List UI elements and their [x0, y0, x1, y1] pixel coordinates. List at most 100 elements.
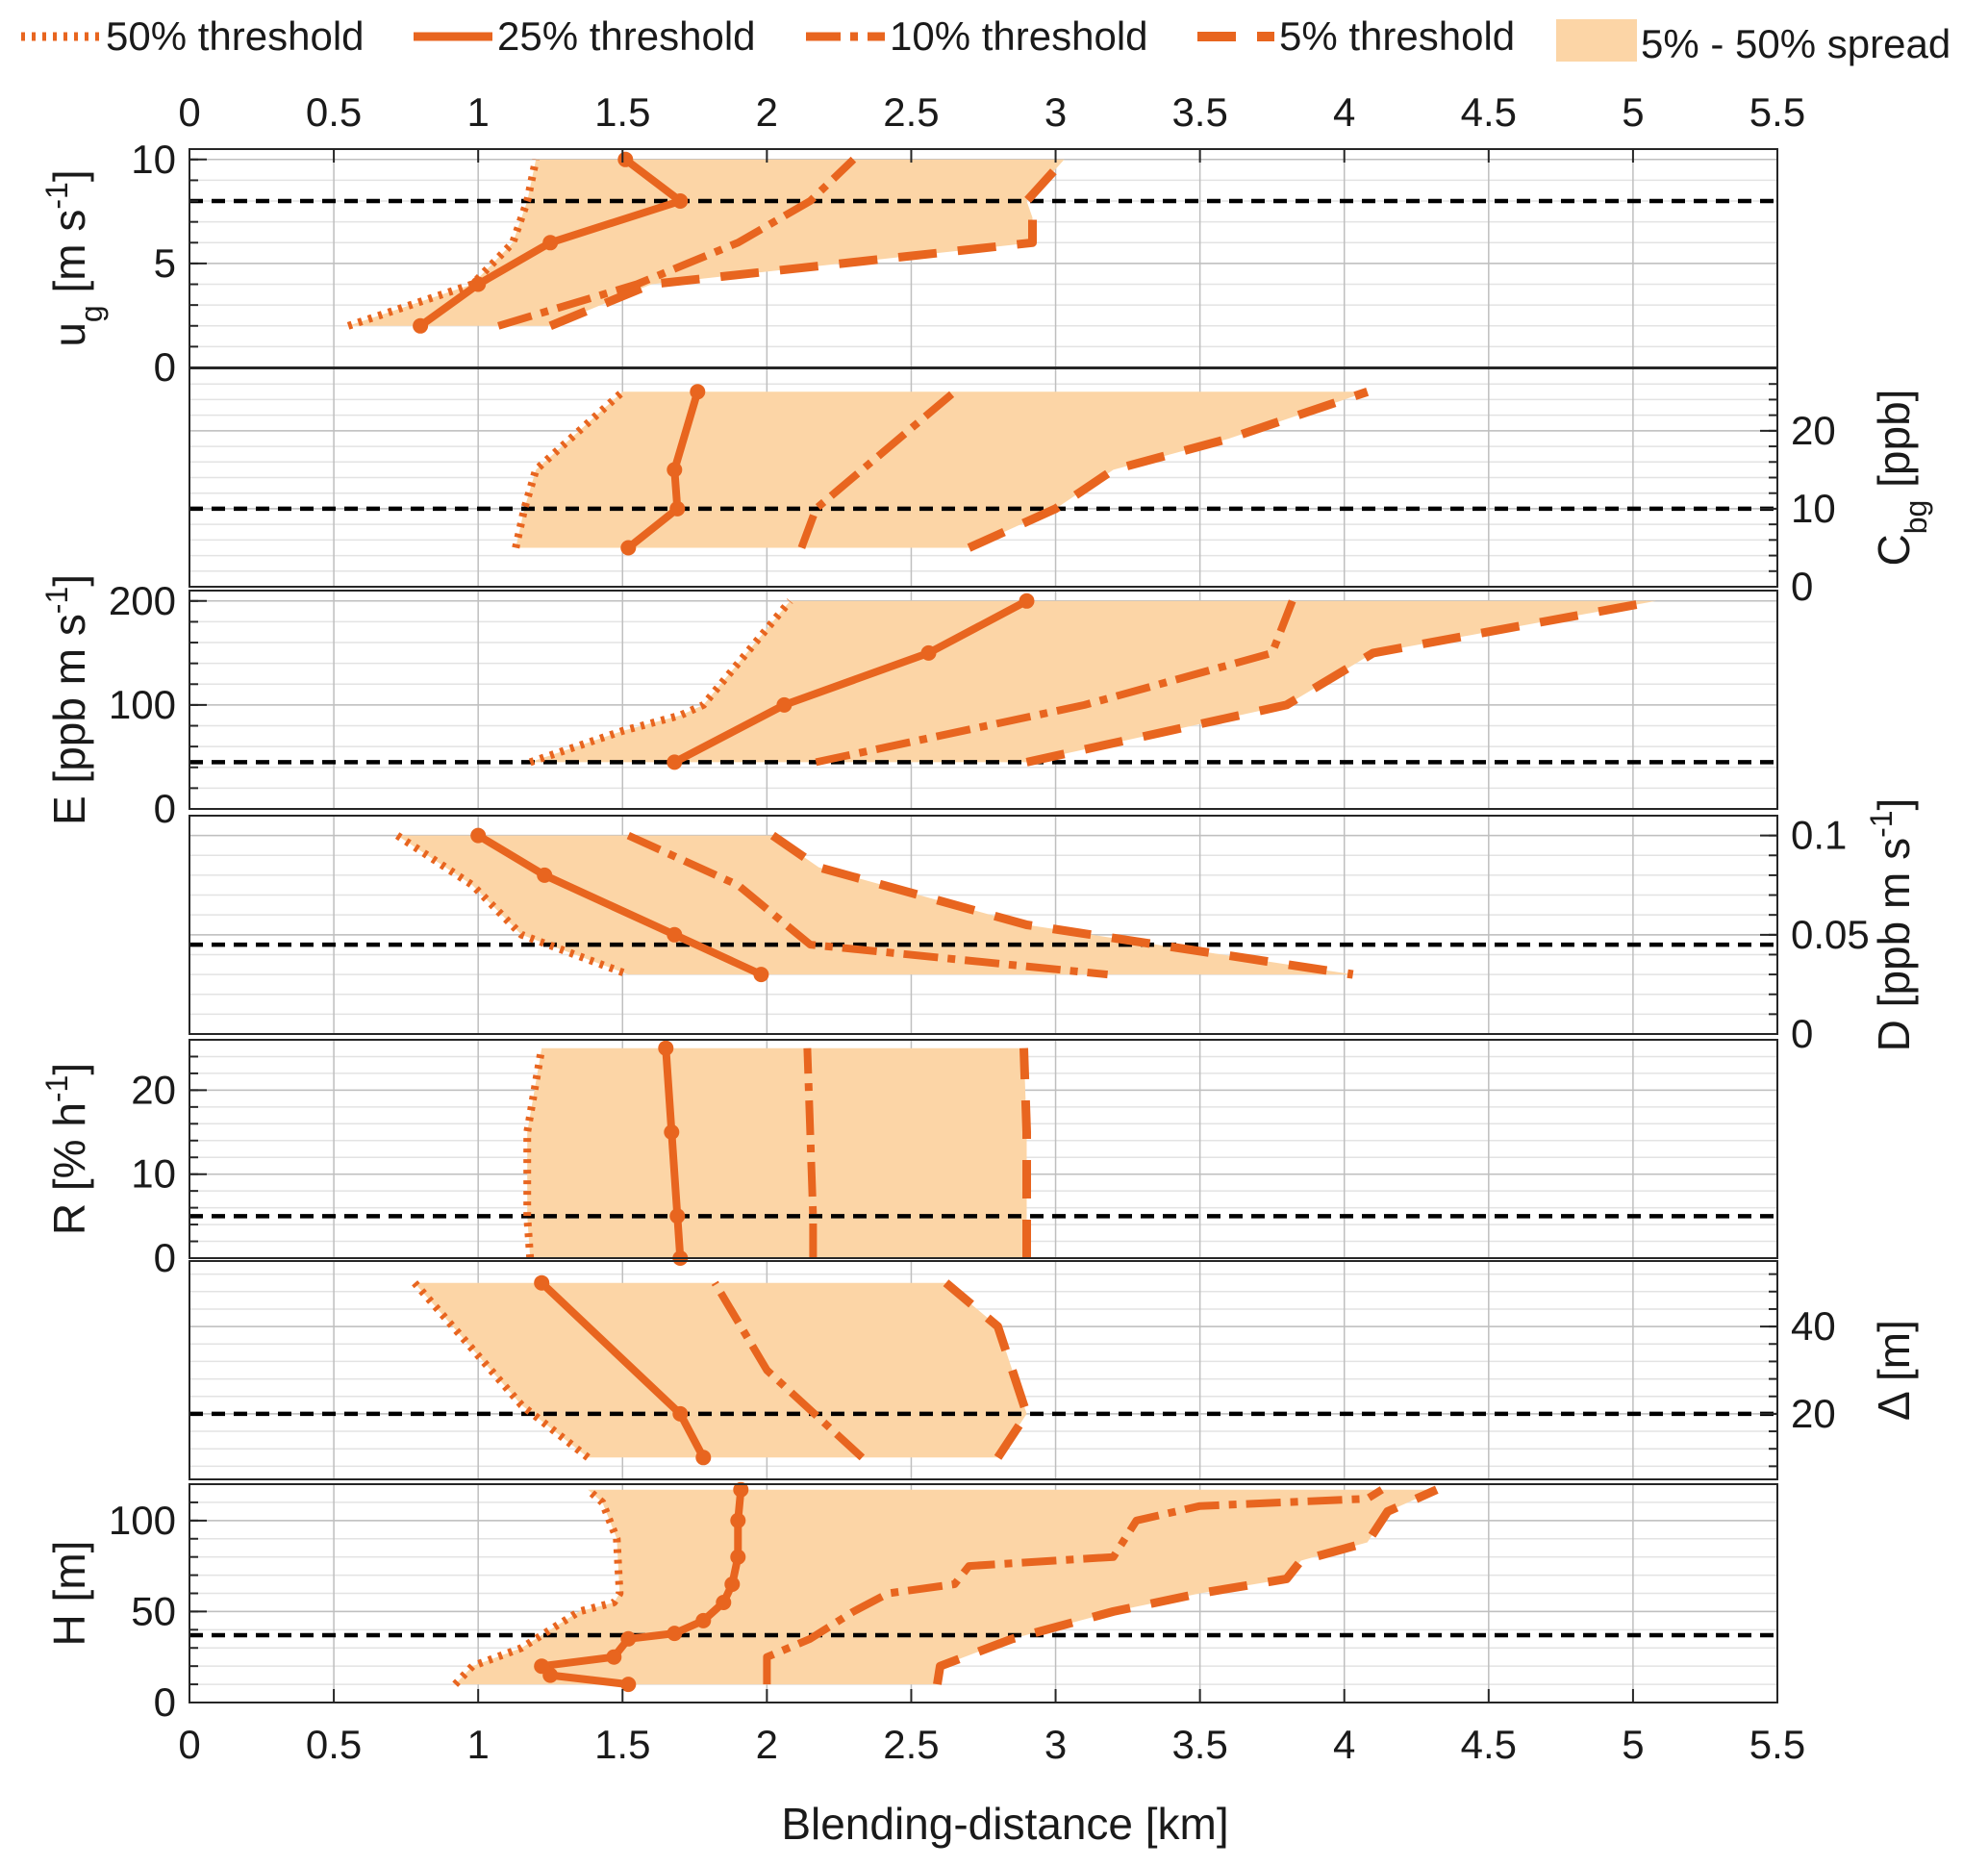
panel-frame [189, 1039, 1778, 1259]
panel-delta: 20 40 Δ [m] [189, 1260, 1919, 1480]
spread-area-e [530, 600, 1656, 763]
point-25pct-h [534, 1658, 550, 1675]
panel-e: 0 100 200 E [ppb m s-1] [39, 574, 1778, 831]
y-axis-label-cbg: Cbg [ppb] [1869, 390, 1933, 567]
point-25pct-ug [617, 151, 634, 167]
y-tick-label: 0 [154, 344, 176, 390]
panel-r: 0 10 20 R [% h-1] [39, 1039, 1778, 1280]
series-10pct-delta [711, 1280, 866, 1461]
series-5pct-cbg [967, 388, 1370, 552]
x-tick-label: 4.5 [1461, 89, 1517, 135]
point-25pct-ug [413, 317, 429, 334]
x-tick-label: 3 [1044, 89, 1067, 135]
y-tick-label: 0 [1791, 564, 1813, 609]
point-25pct-d [470, 827, 487, 844]
y-axis-label-h: H [m] [44, 1541, 94, 1647]
series-50pct-delta [412, 1280, 591, 1461]
x-tick-label: 0 [178, 89, 200, 135]
legend-label: 25% threshold [497, 13, 756, 59]
y-tick-label: 10 [131, 137, 176, 182]
point-25pct-h [606, 1649, 622, 1665]
y-axis-label-e: E [ppb m s-1] [39, 574, 94, 825]
y-axis-label-d: D [ppb m s-1] [1864, 798, 1919, 1052]
y-tick-label: 200 [109, 578, 176, 623]
point-25pct-r [669, 1208, 686, 1224]
point-25pct-h [730, 1549, 746, 1565]
x-tick-label: 4 [1333, 89, 1355, 135]
point-25pct-h [730, 1512, 746, 1528]
point-25pct-cbg [690, 384, 706, 400]
point-25pct-h [716, 1595, 732, 1610]
series-10pct-ug [497, 156, 857, 330]
x-tick-label: 1.5 [594, 1722, 650, 1767]
x-tick-label: 5 [1622, 89, 1644, 135]
point-25pct-e [667, 754, 683, 770]
y-tick-label: 20 [131, 1067, 176, 1112]
series-10pct-e [815, 599, 1296, 767]
y-tick-label: 0.1 [1791, 813, 1847, 858]
x-tick-label: 4 [1333, 1722, 1355, 1767]
bottom-x-axis: 0 0.5 1 1.5 2 2.5 3 3.5 4 4.5 5 5.5 [178, 1689, 1805, 1767]
x-tick-label: 4.5 [1461, 1722, 1517, 1767]
series-50pct-ug [346, 158, 541, 330]
y-tick-label: 0 [154, 1679, 176, 1725]
top-x-axis: 0 0.5 1 1.5 2 2.5 3 3.5 4 4.5 5 5.5 [178, 89, 1805, 163]
y-axis-label-delta: Δ [m] [1869, 1320, 1919, 1421]
series-10pct-r [803, 1047, 818, 1258]
y-tick-label: 100 [109, 682, 176, 727]
series-10pct-h [763, 1486, 1384, 1685]
series-25pct-d [476, 832, 764, 978]
x-tick-label: 1 [467, 1722, 490, 1767]
x-tick-label: 1 [467, 89, 490, 135]
series-50pct-e [528, 598, 793, 767]
x-tick-label: 2 [756, 89, 778, 135]
point-25pct-h [620, 1630, 637, 1647]
series-5pct-ug [548, 156, 1068, 330]
series-25pct-cbg [625, 391, 702, 551]
panel-cbg: 0 10 20 Cbg [ppb] [189, 367, 1933, 609]
point-25pct-h [667, 1626, 683, 1642]
y-tick-label: 100 [109, 1498, 176, 1543]
y-tick-label: 0 [154, 786, 176, 831]
point-25pct-d [667, 926, 683, 943]
series-50pct-cbg [512, 389, 625, 549]
y-tick-label: 50 [131, 1588, 176, 1633]
y-tick-label: 10 [1791, 486, 1836, 531]
y-tick-label: 0 [1791, 1011, 1813, 1056]
panel-frame [189, 1260, 1778, 1480]
y-axis-label-ug: ug [m s-1] [39, 169, 109, 346]
legend: 50% threshold 25% threshold 10% threshold 5… [21, 13, 1950, 66]
legend-label: 5% - 50% spread [1641, 21, 1950, 66]
y-tick-label: 10 [131, 1151, 176, 1197]
x-tick-label: 1.5 [594, 89, 650, 135]
series-5pct-r [1019, 1047, 1031, 1258]
y-tick-label: 40 [1791, 1303, 1836, 1349]
x-tick-label: 2 [756, 1722, 778, 1767]
point-25pct-h [724, 1577, 741, 1592]
panel-d: 0 0.05 0.1 D [ppb m s-1] [189, 798, 1919, 1056]
x-tick-label: 5 [1622, 1722, 1644, 1767]
x-tick-label: 0.5 [306, 89, 362, 135]
series-25pct-r [662, 1047, 685, 1258]
series-50pct-h [452, 1486, 624, 1687]
y-tick-label: 5 [154, 240, 176, 286]
x-tick-label: 3.5 [1171, 89, 1227, 135]
series-50pct-d [394, 832, 630, 978]
point-25pct-h [620, 1677, 637, 1693]
y-axis-label-r: R [% h-1] [39, 1063, 94, 1235]
legend-swatch-spread [1556, 19, 1637, 62]
x-axis-label: Blending-distance [km] [781, 1799, 1228, 1849]
point-25pct-delta [695, 1450, 712, 1466]
x-tick-label: 2.5 [883, 1722, 939, 1767]
x-tick-label: 0.5 [306, 1722, 362, 1767]
panel-h: 0 50 100 H [m] [44, 1481, 1778, 1725]
point-25pct-e [1019, 593, 1035, 609]
point-25pct-e [920, 644, 937, 661]
series-5pct-e [1025, 596, 1657, 767]
panel-frame [189, 815, 1778, 1035]
spread-area-r [527, 1047, 1027, 1258]
series-10pct-cbg [797, 389, 958, 549]
panel-frame [189, 590, 1778, 810]
